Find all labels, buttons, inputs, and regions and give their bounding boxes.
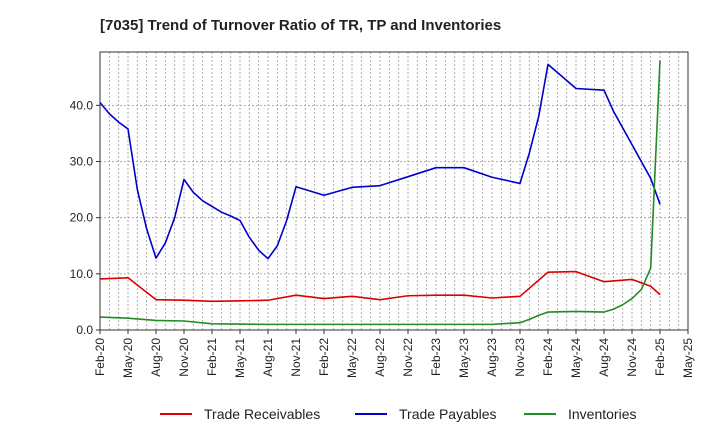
x-tick-label: Feb-22 xyxy=(317,338,331,376)
x-tick-label: Nov-20 xyxy=(177,338,191,377)
x-tick-label: Nov-23 xyxy=(513,338,527,377)
y-tick-label: 20.0 xyxy=(70,211,94,225)
y-axis-ticks: 0.0 10.0 20.0 30.0 40.0 xyxy=(70,98,100,337)
axes xyxy=(99,51,689,331)
plot-area xyxy=(100,52,688,330)
y-tick-label: 0.0 xyxy=(76,323,93,337)
x-tick-label: Feb-23 xyxy=(429,338,443,376)
x-tick-label: Aug-24 xyxy=(597,338,611,377)
series-line-trade-payables xyxy=(99,63,661,260)
x-tick-label: Nov-24 xyxy=(625,338,639,377)
plot-frame xyxy=(99,51,689,331)
x-tick-label: Feb-25 xyxy=(653,338,667,376)
legend-label: Trade Payables xyxy=(399,406,497,422)
y-tick-label: 40.0 xyxy=(70,98,94,112)
x-axis-ticks: Feb-20 May-20 Aug-20 Nov-20 Feb-21 May-21 Aug-… xyxy=(93,330,695,378)
y-tick-label: 30.0 xyxy=(70,155,94,169)
x-tick-label: Feb-21 xyxy=(205,338,219,376)
series-layer xyxy=(99,60,661,326)
x-tick-label: May-24 xyxy=(569,338,583,378)
x-tick-label: Nov-21 xyxy=(289,338,303,377)
x-tick-label: May-20 xyxy=(121,338,135,378)
x-tick-label: Feb-24 xyxy=(541,338,555,376)
plot-background xyxy=(100,52,688,330)
x-tick-label: May-25 xyxy=(681,338,695,378)
legend-label: Trade Receivables xyxy=(204,406,320,422)
series-line-inventories xyxy=(99,60,661,326)
x-tick-label: May-23 xyxy=(457,338,471,378)
x-tick-label: May-21 xyxy=(233,338,247,378)
series-line-trade-receivables xyxy=(99,270,661,303)
x-tick-label: Feb-20 xyxy=(93,338,107,376)
y-tick-label: 10.0 xyxy=(70,267,94,281)
legend: Trade Receivables Trade Payables Inventori… xyxy=(160,406,636,422)
x-tick-label: Aug-20 xyxy=(149,338,163,377)
chart-title: [7035] Trend of Turnover Ratio of TR, TP… xyxy=(100,17,501,34)
x-tick-label: Aug-21 xyxy=(261,338,275,377)
x-tick-label: Aug-22 xyxy=(373,338,387,377)
legend-label: Inventories xyxy=(568,406,636,422)
x-tick-label: Aug-23 xyxy=(485,338,499,377)
x-tick-label: May-22 xyxy=(345,338,359,378)
x-tick-label: Nov-22 xyxy=(401,338,415,377)
